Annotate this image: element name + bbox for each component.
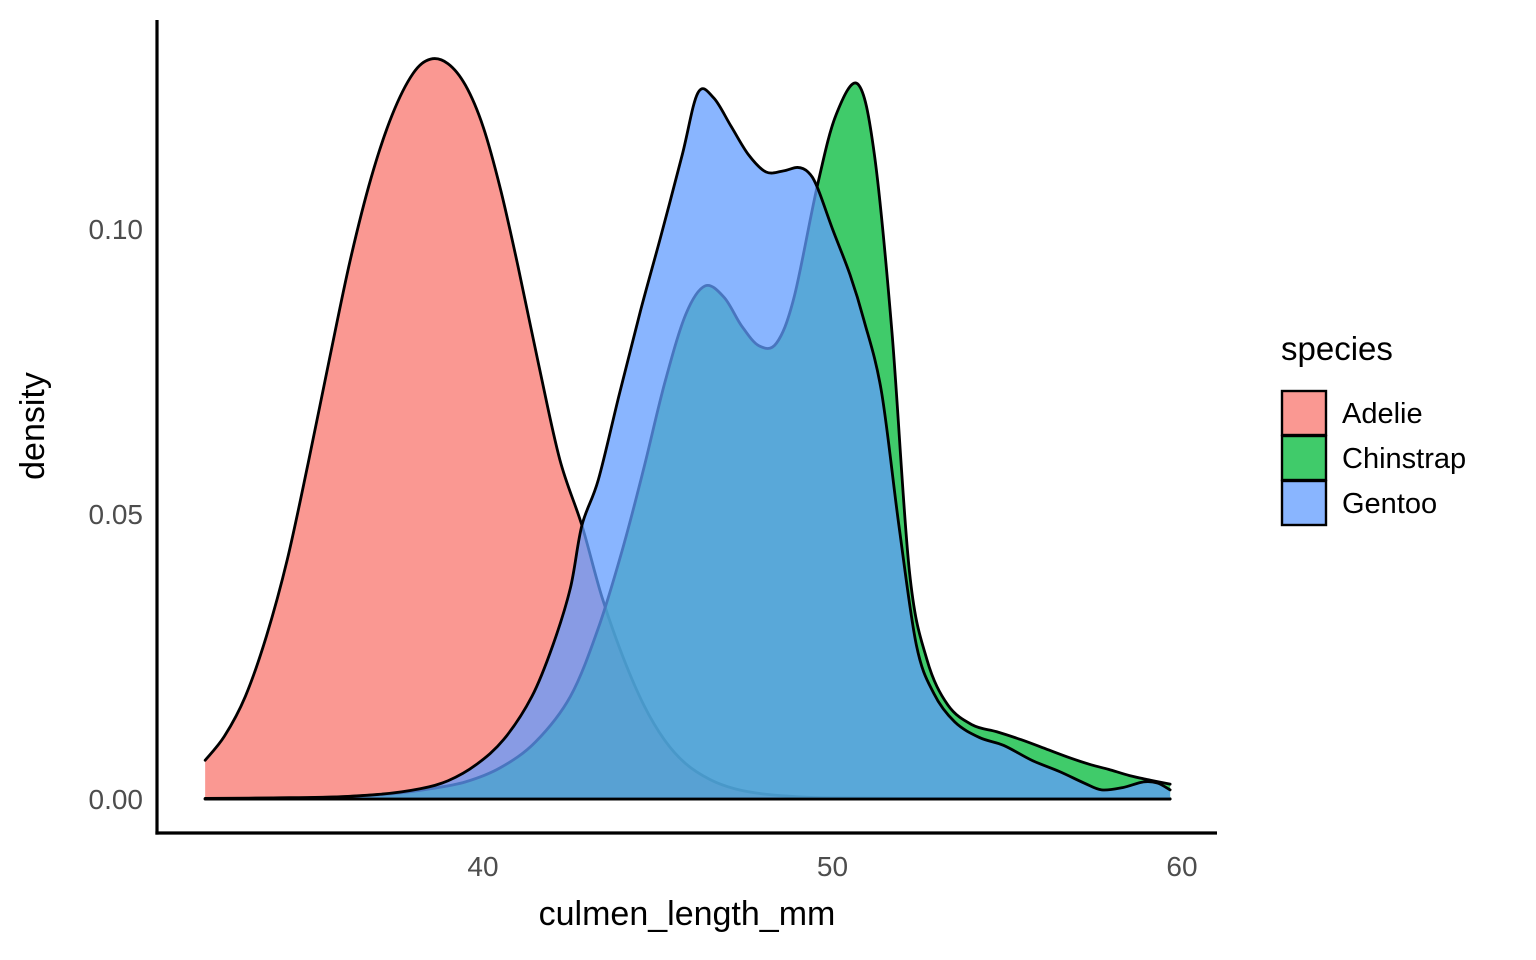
legend-title: species [1281,330,1393,367]
legend-key-gentoo [1280,479,1328,527]
y-tick-labels: 0.00 0.05 0.10 [89,214,144,815]
legend-key-chinstrap [1280,434,1328,482]
x-tick-label-60: 60 [1166,851,1197,882]
legend-item-chinstrap: Chinstrap [1280,434,1466,482]
x-axis-title: culmen_length_mm [539,895,836,933]
curves-layer [203,57,1172,801]
x-tick-labels: 40 50 60 [467,851,1197,882]
y-axis-title: density [14,372,52,480]
y-tick-label-0.00: 0.00 [89,784,144,815]
y-tick-label-0.10: 0.10 [89,214,144,245]
x-tick-label-40: 40 [467,851,498,882]
legend-item-gentoo: Gentoo [1280,479,1437,527]
x-tick-label-50: 50 [817,851,848,882]
legend-label-adelie: Adelie [1342,398,1423,430]
y-tick-label-0.05: 0.05 [89,499,144,530]
legend: species Adelie Chinstrap Gentoo [1280,330,1466,527]
density-outline-gentoo [203,87,1172,801]
legend-label-chinstrap: Chinstrap [1342,443,1466,475]
legend-label-gentoo: Gentoo [1342,488,1437,520]
legend-item-adelie: Adelie [1280,389,1423,437]
legend-key-adelie [1280,389,1328,437]
density-area-gentoo [205,88,1171,799]
density-area-adelie [205,58,1171,800]
